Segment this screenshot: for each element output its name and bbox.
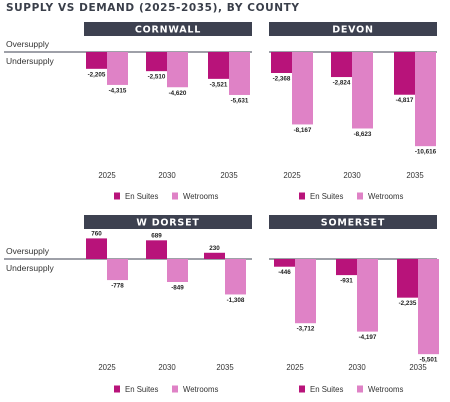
data-label: -2,368 [273, 76, 291, 83]
data-label: 230 [209, 245, 220, 252]
tick-label: 2025 [98, 363, 116, 372]
bar-w-dorset-en-suites-2025 [86, 238, 107, 259]
data-label: -4,197 [359, 334, 377, 341]
legend-swatch-wetrooms [172, 192, 178, 200]
data-label: -3,712 [297, 326, 315, 333]
tick-label: 2035 [409, 363, 427, 372]
legend-label: En Suites [310, 192, 343, 201]
data-label: -2,235 [399, 300, 417, 307]
data-label: 760 [91, 230, 102, 237]
data-label: -1,308 [227, 297, 245, 304]
tick-label: 2035 [406, 171, 424, 180]
legend-label: Wetrooms [183, 385, 218, 394]
panel-header-cornwall [84, 22, 252, 36]
panel-title-devon: DEVON [332, 25, 374, 36]
data-label: -849 [171, 285, 184, 292]
tick-label: 2030 [348, 363, 366, 372]
undersupply-label: Undersupply [6, 56, 54, 66]
undersupply-label: Undersupply [6, 263, 54, 273]
tick-label: 2025 [286, 363, 304, 372]
bar-somerset-wetrooms-2035 [418, 259, 439, 355]
legend-label: Wetrooms [183, 192, 218, 201]
tick-label: 2030 [343, 171, 361, 180]
tick-label: 2035 [220, 171, 238, 180]
panel-header-devon [269, 22, 437, 36]
oversupply-label: Oversupply [6, 246, 50, 256]
panel-title-w-dorset: W DORSET [136, 218, 199, 229]
data-label: -2,824 [333, 80, 351, 87]
bar-somerset-wetrooms-2030 [357, 259, 378, 332]
bar-cornwall-wetrooms-2030 [167, 52, 188, 88]
data-label: -8,167 [294, 127, 312, 134]
bar-w-dorset-en-suites-2035 [204, 252, 225, 259]
bar-devon-wetrooms-2025 [292, 52, 313, 125]
bar-devon-wetrooms-2035 [415, 52, 436, 147]
data-label: -5,631 [231, 97, 249, 104]
bar-cornwall-en-suites-2035 [208, 52, 229, 79]
bar-devon-wetrooms-2030 [352, 52, 373, 129]
data-label: -2,205 [88, 71, 106, 78]
data-label: 689 [151, 232, 162, 239]
panel-header-somerset [269, 215, 437, 229]
legend-label: Wetrooms [368, 192, 403, 201]
bar-somerset-en-suites-2035 [397, 259, 418, 298]
legend-label: En Suites [310, 385, 343, 394]
bar-devon-en-suites-2025 [271, 52, 292, 74]
tick-label: 2035 [216, 363, 234, 372]
tick-label: 2025 [283, 171, 301, 180]
oversupply-label: Oversupply [6, 39, 50, 49]
tick-label: 2030 [158, 171, 176, 180]
panel-title-somerset: SOMERSET [321, 218, 385, 229]
data-label: -8,623 [354, 131, 372, 138]
legend-label: En Suites [125, 192, 158, 201]
legend-swatch-en-suites [299, 385, 305, 393]
data-label: -931 [340, 278, 353, 285]
bar-cornwall-wetrooms-2025 [107, 52, 128, 85]
data-label: -446 [278, 269, 291, 276]
tick-label: 2030 [158, 363, 176, 372]
bar-devon-en-suites-2030 [331, 52, 352, 78]
panel-title-cornwall: CORNWALL [135, 25, 201, 36]
legend-swatch-en-suites [114, 385, 120, 393]
bar-cornwall-wetrooms-2035 [229, 52, 250, 95]
data-label: -2,510 [148, 74, 166, 81]
bar-somerset-en-suites-2030 [336, 259, 357, 276]
data-label: -3,521 [210, 81, 228, 88]
data-label: -10,616 [415, 149, 437, 156]
panel-header-w-dorset [84, 215, 252, 229]
bar-w-dorset-wetrooms-2025 [107, 259, 128, 281]
page-title: SUPPLY VS DEMAND (2025-2035), BY COUNTY [6, 2, 300, 14]
bar-w-dorset-wetrooms-2035 [225, 259, 246, 295]
legend-label: Wetrooms [368, 385, 403, 394]
data-label: -4,315 [109, 87, 127, 94]
bar-w-dorset-wetrooms-2030 [167, 259, 188, 283]
bar-cornwall-en-suites-2030 [146, 52, 167, 72]
bar-devon-en-suites-2035 [394, 52, 415, 95]
data-label: -4,620 [169, 90, 187, 97]
legend-swatch-wetrooms [357, 385, 363, 393]
data-label: -778 [111, 283, 124, 290]
bar-somerset-en-suites-2025 [274, 259, 295, 267]
legend-swatch-en-suites [299, 192, 305, 200]
bar-w-dorset-en-suites-2030 [146, 240, 167, 259]
legend-swatch-wetrooms [357, 192, 363, 200]
legend-label: En Suites [125, 385, 158, 394]
data-label: -4,817 [396, 97, 414, 104]
legend-swatch-wetrooms [172, 385, 178, 393]
bar-somerset-wetrooms-2025 [295, 259, 316, 324]
data-label: -5,501 [420, 357, 438, 364]
tick-label: 2025 [98, 171, 116, 180]
legend-swatch-en-suites [114, 192, 120, 200]
bar-cornwall-en-suites-2025 [86, 52, 107, 69]
